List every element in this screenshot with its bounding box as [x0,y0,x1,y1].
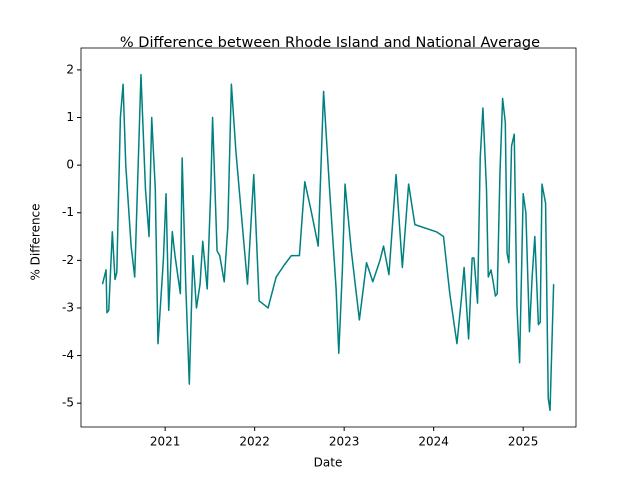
y-tick-label: 2 [66,62,74,76]
x-tick-label: 2022 [239,435,270,449]
x-tick-label: 2024 [418,435,449,449]
y-tick-label: -5 [62,396,74,410]
chart-title: % Difference between Rhode Island and Na… [120,35,540,51]
data-line [101,73,555,412]
x-axis-label: Date [314,456,343,470]
x-tick-label: 2021 [150,435,181,449]
y-tick-label: 1 [66,110,74,124]
y-axis-label: % Difference [29,203,43,280]
x-tick-label: 2023 [329,435,360,449]
y-tick-label: -3 [62,300,74,314]
y-tick-label: -1 [62,205,74,219]
y-tick-label: -2 [62,253,74,267]
y-tick-label: 0 [66,158,74,172]
plot-frame [80,47,577,428]
y-tick-label: -4 [62,348,74,362]
x-tick-label: 2025 [508,435,539,449]
